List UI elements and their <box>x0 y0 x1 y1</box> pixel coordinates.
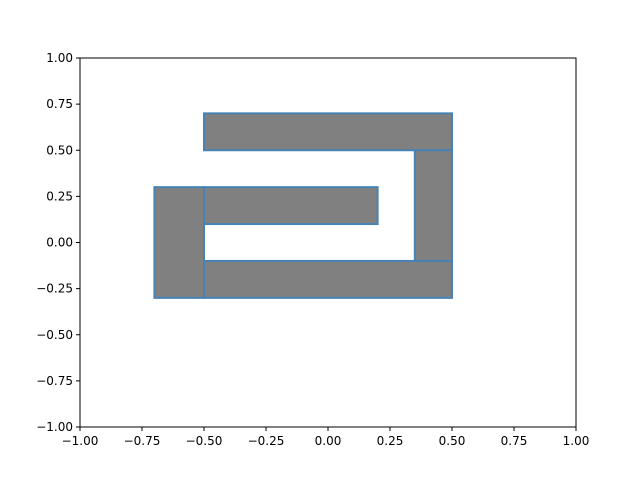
x-tick-label: −1.00 <box>62 434 99 448</box>
y-tick-label: 1.00 <box>46 51 73 65</box>
y-tick-label: −1.00 <box>36 420 73 434</box>
y-tick-label: −0.25 <box>36 282 73 296</box>
rectangle-patch-1 <box>203 112 453 152</box>
y-axis: −1.00 −0.75 −0.50 −0.25 0.00 0.25 0.50 0.75 1.00 <box>36 51 80 434</box>
x-axis: −1.00 −0.75 −0.50 −0.25 0.00 0.25 0.50 0.75 1.00 <box>62 427 590 448</box>
x-tick-label: 0.25 <box>377 434 404 448</box>
y-tick-label: 0.25 <box>46 189 73 203</box>
y-tick-label: 0.00 <box>46 236 73 250</box>
x-tick-label: 0.75 <box>501 434 528 448</box>
x-tick-label: 0.00 <box>315 434 342 448</box>
rectangle-patches <box>153 112 453 299</box>
rectangle-patch-5 <box>203 186 379 226</box>
y-tick-label: −0.50 <box>36 328 73 342</box>
x-tick-label: 0.50 <box>439 434 466 448</box>
rectangle-patch-2 <box>413 149 453 262</box>
rectangle-patch-4 <box>153 186 205 299</box>
y-tick-label: 0.75 <box>46 97 73 111</box>
x-tick-label: −0.25 <box>248 434 285 448</box>
x-tick-label: 1.00 <box>563 434 590 448</box>
x-tick-label: −0.50 <box>186 434 223 448</box>
rectangle-patch-3 <box>203 259 453 299</box>
x-tick-label: −0.75 <box>124 434 161 448</box>
y-tick-label: −0.75 <box>36 374 73 388</box>
y-tick-label: 0.50 <box>46 143 73 157</box>
